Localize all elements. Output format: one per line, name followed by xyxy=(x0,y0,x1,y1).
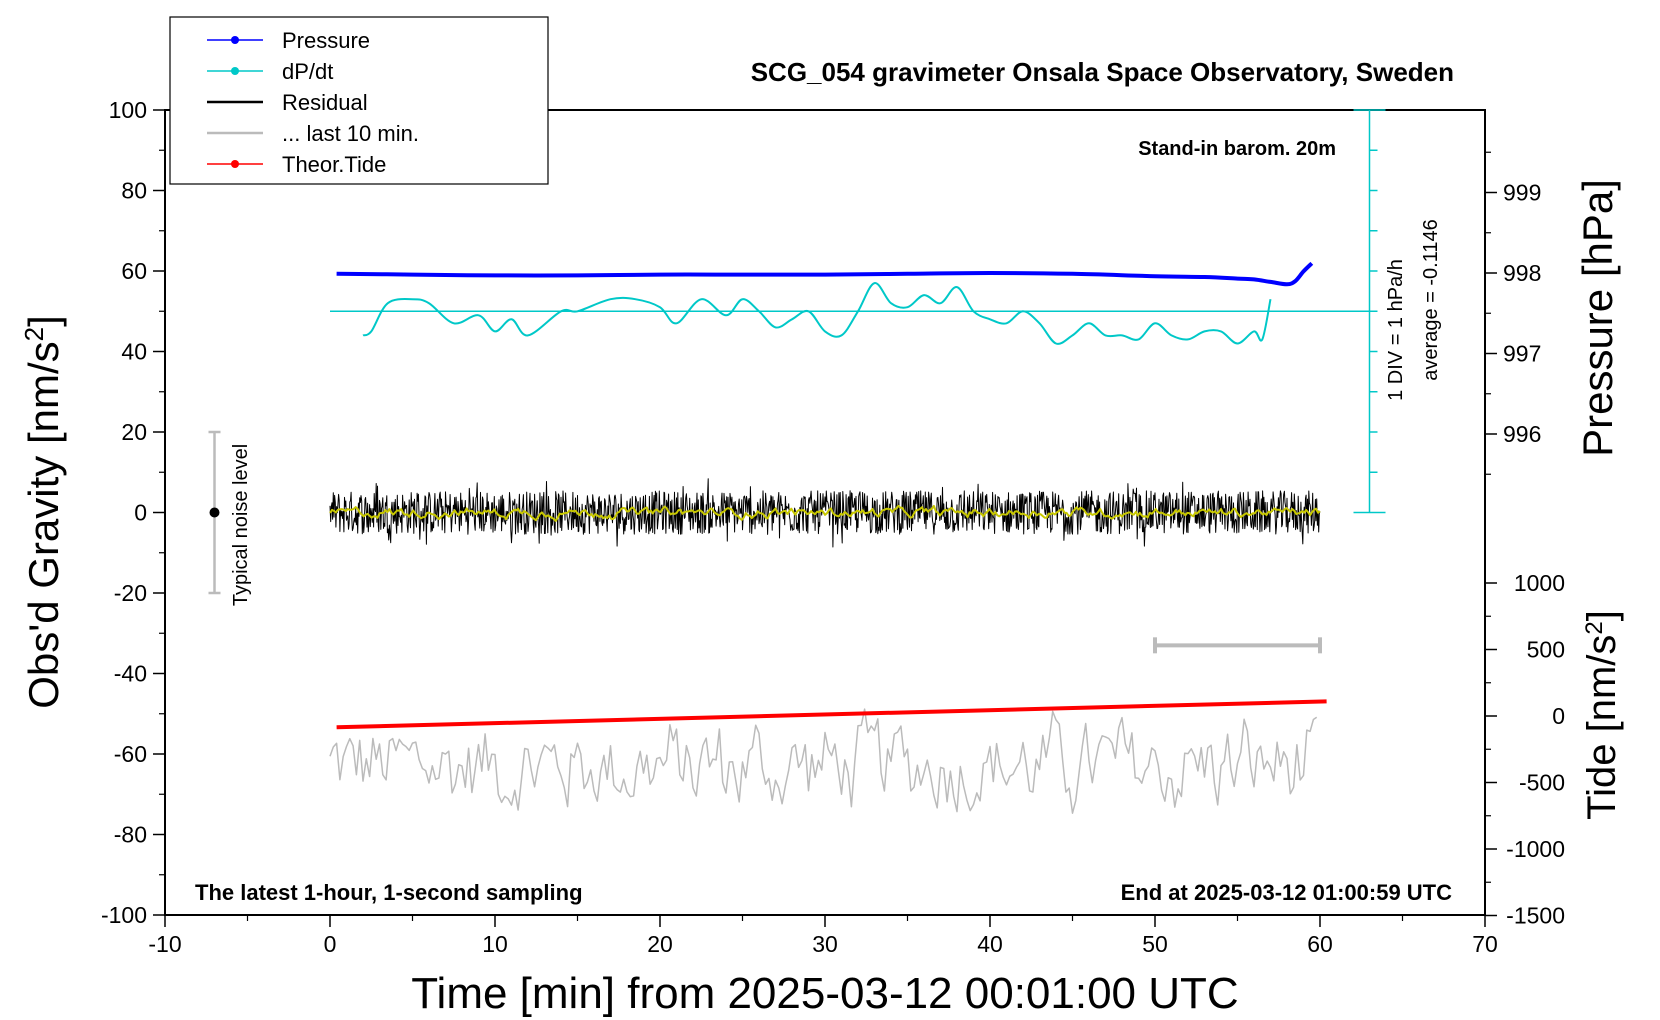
legend-label: dP/dt xyxy=(282,59,333,84)
tide-label-text: Tide [nm/s xyxy=(1580,635,1624,820)
chart-title: SCG_054 gravimeter Onsala Space Observat… xyxy=(751,57,1454,87)
tide-axis: 1000 500 0 -500 -1000 -1500 xyxy=(1485,570,1565,929)
pressure-line xyxy=(336,261,1314,287)
tide-axis-label: Tide [nm/s2] xyxy=(1580,610,1624,820)
y-left-tick-label: -100 xyxy=(101,902,147,928)
x-tick-label: 70 xyxy=(1472,931,1498,957)
legend-label: Theor.Tide xyxy=(282,152,386,177)
x-axis: -10 0 10 20 30 40 50 60 70 xyxy=(148,915,1498,957)
legend-label: ... last 10 min. xyxy=(282,121,419,146)
x-axis-label: Time [min] from 2025-03-12 00:01:00 UTC xyxy=(411,969,1238,1018)
barometer-note: Stand-in barom. 20m xyxy=(1138,138,1336,160)
y-left-label-text: Obs'd Gravity [nm/s xyxy=(20,341,67,708)
x-tick-label: 40 xyxy=(977,931,1003,957)
pressure-tick-label: 999 xyxy=(1503,180,1541,206)
dpdt-scale xyxy=(1353,109,1386,514)
tide-tick-label: -1000 xyxy=(1506,836,1565,862)
series-last-10-min xyxy=(329,708,1318,814)
y-left-label-close: ] xyxy=(20,315,67,327)
y-left-tick-label: -20 xyxy=(114,580,147,606)
legend-box xyxy=(169,16,549,185)
tide-tick-label: 1000 xyxy=(1514,570,1565,596)
dpdt-line xyxy=(362,282,1272,345)
series-pressure xyxy=(336,261,1314,287)
pressure-tick-label: 997 xyxy=(1503,341,1541,367)
noise-level-label: Typical noise level xyxy=(230,444,252,606)
noise-level-bar xyxy=(208,430,221,595)
legend-label: Residual xyxy=(282,90,368,115)
y-left-tick-label: 40 xyxy=(121,339,147,365)
legend-swatch-dot xyxy=(231,160,239,168)
y-left-tick-label: -60 xyxy=(114,741,147,767)
x-tick-label: 50 xyxy=(1142,931,1168,957)
y-left-tick-label: 0 xyxy=(134,500,147,526)
noise-bar-dot xyxy=(209,507,220,518)
footer-right-note: End at 2025-03-12 01:00:59 UTC xyxy=(1121,880,1452,905)
legend-swatch-dot xyxy=(231,67,239,75)
residual-smoothed-line xyxy=(329,504,1321,522)
y-left-tick-label: -40 xyxy=(114,661,147,687)
legend: Pressure dP/dt Residual ... last 10 min. The… xyxy=(207,28,419,177)
last-10-min-line xyxy=(329,708,1318,814)
tide-line xyxy=(336,699,1327,730)
legend-label: Pressure xyxy=(282,28,370,53)
dpdt-scale-label: 1 DIV = 1 hPa/h xyxy=(1385,259,1407,401)
y-left-tick-label: 100 xyxy=(109,97,147,123)
y-left-axis: 100 80 60 40 20 0 -20 -40 -60 -80 -100 xyxy=(101,97,165,928)
y-left-tick-label: 20 xyxy=(121,419,147,445)
legend-swatch-dot xyxy=(231,36,239,44)
dpdt-average-label: average = -0.1146 xyxy=(1420,219,1442,380)
y-left-tick-label: 60 xyxy=(121,258,147,284)
x-tick-label: 30 xyxy=(812,931,838,957)
x-tick-label: 20 xyxy=(647,931,673,957)
x-tick-label: -10 xyxy=(148,931,181,957)
pressure-tick-label: 996 xyxy=(1503,421,1541,447)
last-10-min-marker xyxy=(1153,637,1322,654)
x-tick-label: 10 xyxy=(482,931,508,957)
tide-label-close: ] xyxy=(1580,610,1624,621)
y-left-axis-label: Obs'd Gravity [nm/s2] xyxy=(19,315,67,709)
y-left-tick-label: 80 xyxy=(121,178,147,204)
tide-tick-label: -500 xyxy=(1519,770,1565,796)
series-theor-tide xyxy=(336,699,1327,730)
footer-left-note: The latest 1-hour, 1-second sampling xyxy=(195,880,583,905)
tide-tick-label: 500 xyxy=(1527,637,1565,663)
tide-label-sup: 2 xyxy=(1581,621,1608,634)
x-tick-label: 60 xyxy=(1307,931,1333,957)
y-left-label-sup: 2 xyxy=(19,327,49,341)
tide-tick-label: 0 xyxy=(1552,703,1565,729)
pressure-axis-label: Pressure [hPa] xyxy=(1574,179,1621,457)
y-left-tick-label: -80 xyxy=(114,822,147,848)
series-residual xyxy=(329,478,1321,548)
series-dpdt xyxy=(330,282,1370,345)
x-tick-label: 0 xyxy=(324,931,337,957)
series-residual-smoothed xyxy=(329,504,1321,522)
tide-tick-label: -1500 xyxy=(1506,903,1565,929)
pressure-axis: 996 997 998 999 xyxy=(1485,151,1541,475)
residual-line xyxy=(329,478,1321,548)
pressure-tick-label: 998 xyxy=(1503,260,1541,286)
